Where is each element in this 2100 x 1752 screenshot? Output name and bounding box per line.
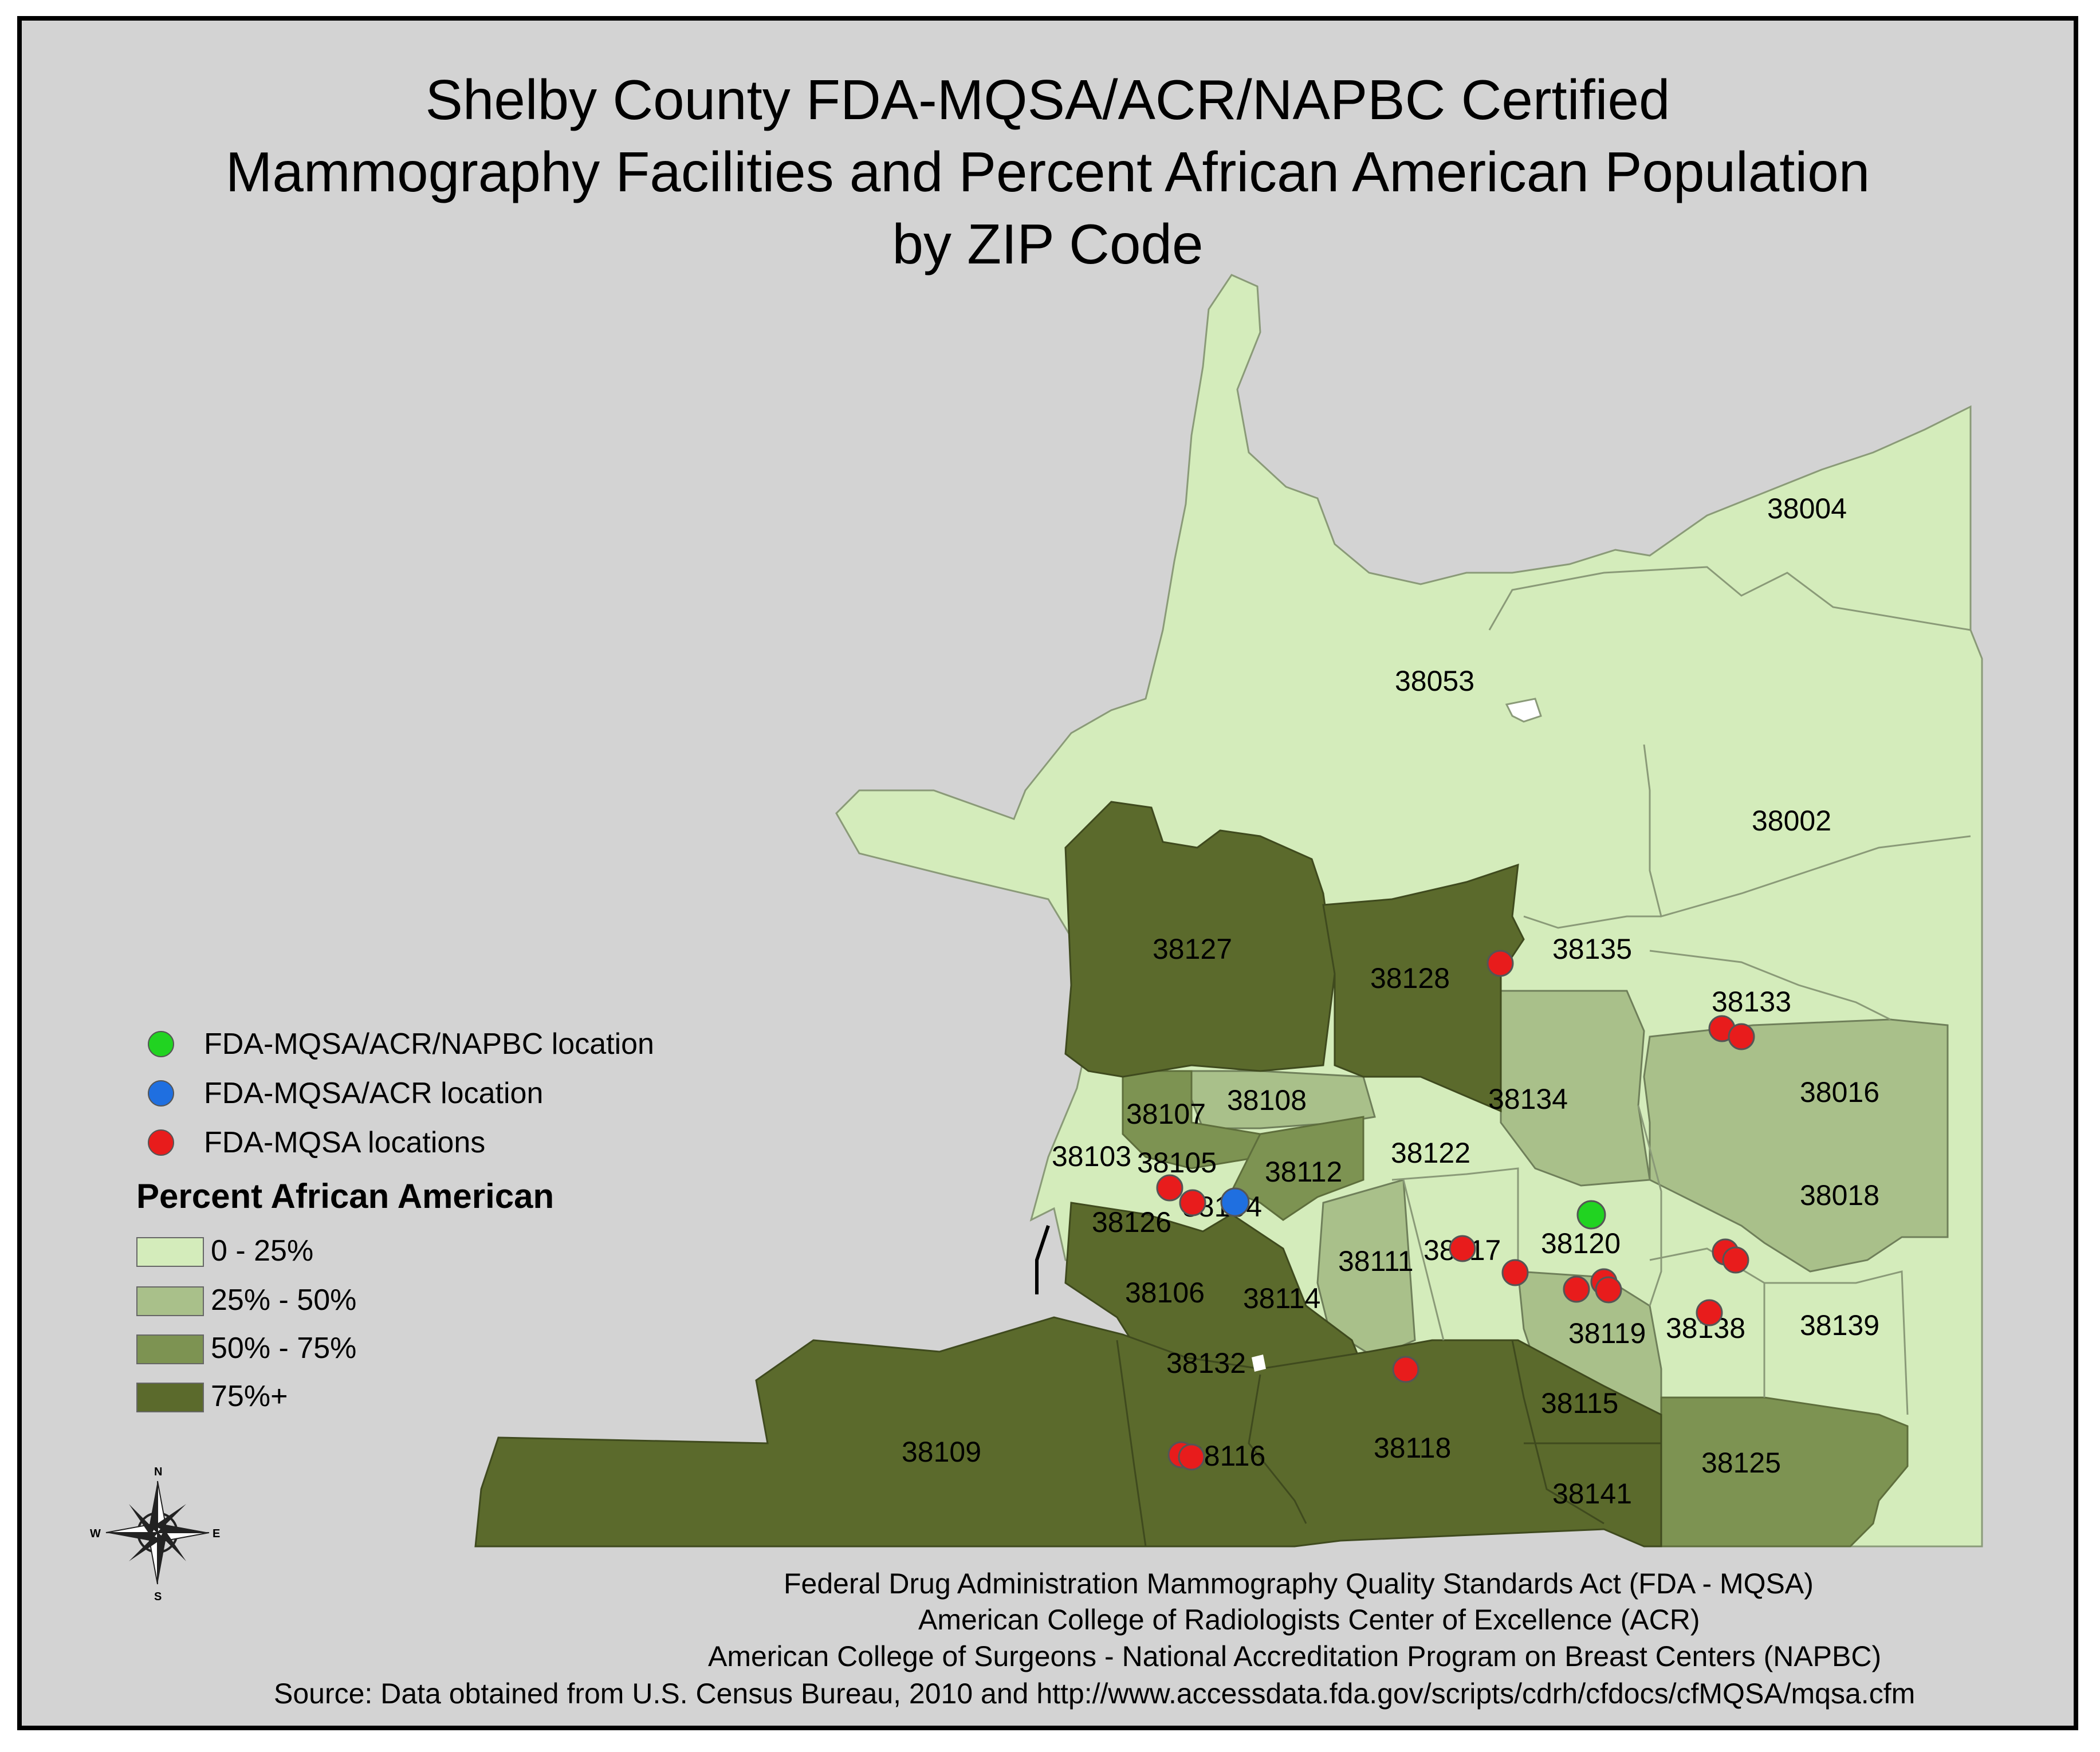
zip-label: 38127: [1153, 933, 1232, 965]
fda-mqsa-acr-marker: [1220, 1187, 1250, 1217]
legend-swatch-75-plus: [136, 1383, 204, 1412]
compass-west: W: [90, 1527, 101, 1540]
legend-red-dot: [148, 1129, 174, 1156]
fda-mqsa-marker: [1722, 1246, 1749, 1274]
zip-labels: 38004 38053 38002 38127 38128 38135 3813…: [902, 493, 1879, 1510]
region-south-75: [474, 1316, 1662, 1548]
fda-mqsa-marker: [1595, 1276, 1622, 1304]
region-38016-38018: [1643, 1018, 1949, 1273]
fda-mqsa-marker: [1179, 1189, 1206, 1216]
zip-label: 38004: [1767, 493, 1847, 525]
zip-label: 38106: [1125, 1277, 1205, 1309]
zip-label: 38016: [1800, 1076, 1879, 1108]
zip-label: 38133: [1712, 986, 1791, 1018]
footer-line-3: American College of Surgeons - National …: [708, 1640, 1882, 1672]
legend-heading: Percent African American: [136, 1177, 555, 1215]
zip-label: 38109: [902, 1436, 981, 1468]
fda-mqsa-marker: [1696, 1299, 1723, 1326]
legend-class-label: 50% - 75%: [211, 1332, 357, 1365]
fda-mqsa-marker: [1392, 1356, 1419, 1383]
zip-label: 38122: [1391, 1137, 1470, 1169]
water-hole: [1252, 1355, 1266, 1372]
zip-label: 38135: [1552, 933, 1632, 965]
zip-label: 38132: [1166, 1347, 1246, 1379]
river-edge: [1035, 1225, 1050, 1294]
fda-mqsa-marker: [1178, 1443, 1205, 1471]
zip-label: 38119: [1568, 1317, 1646, 1349]
zip-label: 38118: [1374, 1432, 1451, 1464]
map-title-line-1: Shelby County FDA-MQSA/ACR/NAPBC Certifi…: [425, 68, 1670, 131]
fda-mqsa-marker: [1501, 1259, 1529, 1286]
zip-label: 38107: [1126, 1098, 1206, 1130]
zip-label: 38002: [1752, 805, 1831, 837]
facility-markers: [1156, 950, 1755, 1471]
zip-label: 38053: [1395, 665, 1474, 697]
legend-green-dot: [148, 1031, 174, 1057]
legend-class-label: 0 - 25%: [211, 1234, 314, 1267]
zip-code-map: 38004 38053 38002 38127 38128 38135 3813…: [90, 274, 1983, 1603]
legend-swatch-50-75: [136, 1334, 204, 1364]
legend-label-acr: FDA-MQSA/ACR location: [204, 1077, 544, 1110]
fda-mqsa-marker: [1449, 1235, 1476, 1262]
zip-label: 38108: [1227, 1084, 1307, 1116]
zip-label: 38139: [1800, 1309, 1879, 1341]
fda-mqsa-marker: [1156, 1174, 1183, 1202]
zip-label: 38141: [1552, 1478, 1632, 1510]
map-title-line-2: Mammography Facilities and Percent Afric…: [225, 140, 1870, 203]
fda-mqsa-marker: [1486, 950, 1514, 977]
zip-label: 38103: [1052, 1140, 1131, 1172]
legend-blue-dot: [148, 1080, 174, 1107]
zip-label: 38105: [1137, 1147, 1217, 1179]
footer-line-1: Federal Drug Administration Mammography …: [784, 1568, 1814, 1600]
zip-label: 38134: [1488, 1083, 1568, 1115]
region-38125: [1660, 1396, 1909, 1548]
zip-label: 38018: [1800, 1179, 1879, 1211]
zip-label: 38128: [1370, 962, 1450, 994]
zip-boundaries: [1391, 566, 1971, 1415]
zip-label: 38126: [1092, 1206, 1171, 1238]
water-hole: [1505, 698, 1542, 723]
legend-label-mqsa: FDA-MQSA locations: [204, 1126, 486, 1159]
fda-mqsa-marker: [1728, 1023, 1755, 1050]
compass-rose-icon: N S E W: [90, 1466, 220, 1603]
zip-label: 38120: [1541, 1227, 1621, 1259]
zip-label: 38111: [1338, 1245, 1414, 1277]
zip-label: 38114: [1243, 1282, 1320, 1314]
legend-label-napbc: FDA-MQSA/ACR/NAPBC location: [204, 1027, 654, 1061]
map-frame: Shelby County FDA-MQSA/ACR/NAPBC Certifi…: [17, 16, 2078, 1730]
fda-mqsa-acr-napbc-marker: [1576, 1200, 1606, 1230]
footer-line-2: American College of Radiologists Center …: [918, 1604, 1700, 1636]
compass-south: S: [154, 1590, 162, 1603]
zip-boundaries-dark: [1116, 1340, 1661, 1547]
compass-east: E: [213, 1527, 220, 1540]
zip-label: 38125: [1701, 1447, 1781, 1479]
legend-class-label: 25% - 50%: [211, 1284, 357, 1317]
compass-north: N: [154, 1466, 162, 1478]
map-title-line-3: by ZIP Code: [892, 212, 1204, 275]
region-38106-38114: [1064, 1202, 1365, 1376]
fda-mqsa-marker: [1563, 1275, 1590, 1303]
legend-swatch-25-50: [136, 1286, 204, 1316]
zip-label: 38112: [1265, 1156, 1342, 1188]
zip-label: 38115: [1541, 1387, 1618, 1419]
legend-swatch-0-25: [136, 1237, 204, 1267]
footer-line-4: Source: Data obtained from U.S. Census B…: [274, 1678, 1916, 1710]
legend-class-label: 75%+: [211, 1380, 288, 1413]
